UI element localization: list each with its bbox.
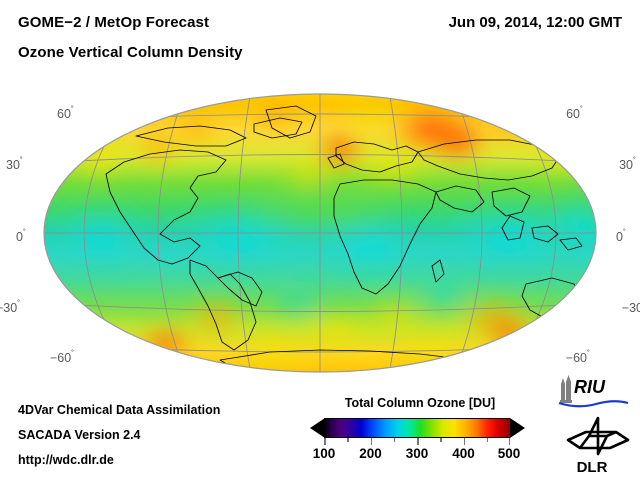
colorbar-tick-200: 200 [359, 446, 382, 461]
colorbar-gradient [324, 418, 510, 438]
colorbar-tick-400: 400 [452, 446, 475, 461]
lat-label-right-30: 30˚ [619, 156, 636, 173]
page-title-product: Ozone Vertical Column Density [18, 44, 243, 61]
colorbar-tick-500: 500 [497, 446, 521, 461]
riu-logo: RIU [556, 374, 630, 410]
colorbar-bar-row [310, 418, 530, 438]
colorbar-axis [324, 438, 510, 446]
lat-label-left-30: 30˚ [6, 156, 23, 173]
colorbar: Total Column Ozone [DU] 100 200 300 400 … [310, 396, 530, 476]
cathedral-towers-icon [560, 375, 572, 403]
dlr-logo-text: DLR [577, 459, 608, 476]
lat-label-right-m60: −60˚ [565, 349, 590, 366]
footer-url-line: http://wdc.dlr.de [18, 453, 114, 467]
lat-label-left-m30: −30˚ [0, 299, 21, 316]
riu-logo-text: RIU [574, 377, 606, 397]
colorbar-title: Total Column Ozone [DU] [344, 396, 496, 410]
riu-swoosh-icon [558, 400, 629, 408]
colorbar-tick-100: 100 [312, 446, 336, 461]
dlr-pinwheel-icon [566, 416, 630, 456]
page-title-instrument: GOME−2 / MetOp Forecast [18, 14, 210, 31]
riu-logo-graphic: RIU [558, 375, 629, 408]
colorbar-extend-high-arrow [510, 418, 525, 438]
world-ozone-map: 60˚ 30˚ 0˚ −30˚ −60˚ 60˚ 30˚ 0˚ −30˚ −60… [0, 88, 640, 378]
dlr-logo: DLR [562, 414, 634, 476]
lat-label-right-m30: −30˚ [621, 301, 640, 316]
colorbar-tick-300: 300 [405, 446, 429, 461]
lat-label-right-0: 0˚ [616, 228, 626, 245]
colorbar-tick-labels: 100 200 300 400 500 [310, 446, 530, 466]
map-coastlines [105, 105, 596, 372]
footer-version-line: SACADA Version 2.4 [18, 428, 141, 442]
forecast-datetime: Jun 09, 2014, 12:00 GMT [448, 14, 622, 31]
colorbar-extend-low-arrow [310, 418, 325, 438]
map-canvas [43, 93, 597, 373]
globe-outline [43, 93, 597, 373]
lat-label-left-0: 0˚ [16, 228, 26, 245]
lat-label-left-m60: −60˚ [50, 349, 75, 366]
footer-assimilation-line: 4DVar Chemical Data Assimilation [18, 403, 221, 417]
lat-label-left-60: 60˚ [57, 105, 74, 122]
dlr-logo-graphic: DLR [566, 416, 630, 476]
lat-label-right-60: 60˚ [566, 105, 583, 122]
